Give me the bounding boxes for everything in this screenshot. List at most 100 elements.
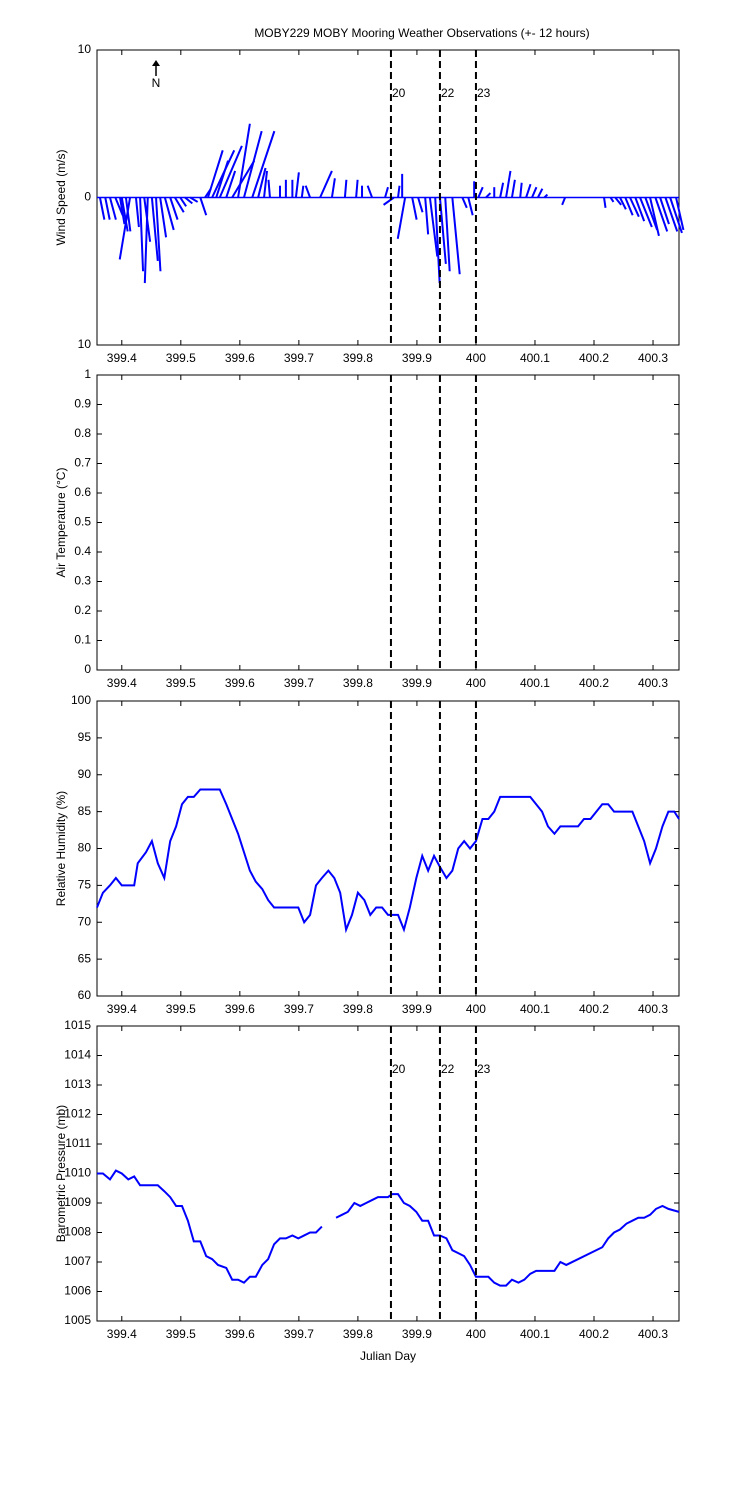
x-tick-label: 399.7	[284, 1002, 314, 1016]
y-tick-label: 1010	[64, 1166, 91, 1180]
y-tick-label: 0.8	[74, 426, 91, 440]
y-tick-label: 75	[78, 878, 92, 892]
wind-stick	[614, 196, 622, 206]
x-tick-label: 399.9	[402, 676, 432, 690]
x-tick-label: 400.3	[638, 1327, 668, 1341]
plot-frame	[96, 1025, 680, 1322]
wind-stick	[543, 193, 549, 199]
x-tick-label: 399.4	[107, 1002, 137, 1016]
x-tick-label: 400.2	[579, 1327, 609, 1341]
x-tick-label: 399.8	[343, 1002, 373, 1016]
wind-stick	[644, 197, 659, 231]
wind-stick	[304, 185, 312, 198]
x-tick-label: 400.3	[638, 351, 668, 365]
wind-stick	[396, 197, 407, 239]
wind-stick	[120, 197, 129, 232]
x-tick-label: 399.5	[166, 1002, 196, 1016]
y-tick-label: 1015	[64, 1018, 91, 1032]
x-tick-label: 399.8	[343, 351, 373, 365]
y-tick-label: 1006	[64, 1284, 91, 1298]
y-tick-label: 0	[84, 190, 91, 204]
y-tick-label: 0.6	[74, 485, 91, 499]
wind-stick	[174, 196, 185, 213]
wind-stick	[155, 197, 162, 272]
wind-stick	[163, 197, 175, 231]
y-tick-label: 1014	[64, 1048, 91, 1062]
wind-stick	[659, 197, 670, 225]
wind-stick	[215, 160, 229, 198]
y-tick-label: 70	[78, 914, 92, 928]
wind-stick	[179, 196, 187, 207]
wind-stick	[531, 186, 538, 198]
north-label: N	[152, 76, 161, 90]
x-tick-label: 400.1	[520, 351, 550, 365]
x-tick-label: 399.5	[166, 676, 196, 690]
wind-stick	[451, 197, 461, 275]
x-tick-label: 399.5	[166, 1327, 196, 1341]
y-tick-label: 0.3	[74, 574, 91, 588]
wind-stick	[619, 197, 627, 210]
wind-stick	[237, 123, 251, 198]
wind-stick	[263, 170, 268, 198]
wind-stick	[434, 197, 441, 284]
x-tick-label: 399.4	[107, 351, 137, 365]
wind-stick	[159, 197, 168, 238]
x-tick-label: 399.7	[284, 676, 314, 690]
x-tick-label: 400.2	[579, 1002, 609, 1016]
y-tick-label: 0.4	[74, 544, 91, 558]
wind-stick	[267, 179, 271, 198]
y-axis-label: Air Temperature (°C)	[54, 468, 68, 578]
wind-stick	[243, 130, 263, 198]
wind-stick	[467, 197, 474, 216]
wind-stick	[603, 197, 607, 208]
x-tick-label: 399.6	[225, 351, 255, 365]
wind-stick	[609, 196, 615, 203]
y-tick-label: 1012	[64, 1107, 91, 1121]
wind-stick	[225, 170, 237, 198]
x-tick-label: 400.1	[520, 1327, 550, 1341]
y-tick-label: 0.9	[74, 397, 91, 411]
y-tick-label: 0.1	[74, 633, 91, 647]
wind-stick	[519, 182, 523, 198]
wind-stick	[257, 167, 267, 198]
wind-stick	[119, 197, 126, 225]
wind-stick	[629, 197, 640, 218]
wind-stick	[319, 170, 333, 198]
wind-stick	[624, 197, 634, 216]
x-tick-label: 399.6	[225, 1327, 255, 1341]
event-label: 22	[441, 86, 455, 100]
wind-stick	[525, 183, 532, 198]
wind-stick	[461, 197, 468, 209]
wind-stick	[118, 197, 132, 260]
wind-stick	[428, 197, 439, 257]
event-label: 22	[441, 1062, 455, 1076]
wind-stick	[505, 170, 512, 198]
x-tick-label: 399.9	[402, 1002, 432, 1016]
y-tick-label: 0.5	[74, 515, 91, 529]
y-tick-label: 100	[71, 693, 91, 707]
y-tick-label: 0	[84, 662, 91, 676]
wind-stick	[139, 197, 145, 272]
x-tick-label: 399.4	[107, 1327, 137, 1341]
x-tick-label: 400	[466, 1327, 486, 1341]
y-tick-label: 1007	[64, 1254, 91, 1268]
wind-stick	[294, 172, 300, 198]
north-arrow-head	[152, 60, 160, 66]
y-tick-label: 80	[78, 841, 92, 855]
plot-frame	[96, 700, 680, 997]
x-tick-label: 400	[466, 676, 486, 690]
wind-stick	[561, 197, 567, 206]
x-tick-label: 399.8	[343, 1327, 373, 1341]
data-line	[97, 1169, 680, 1287]
x-tick-label: 400.2	[579, 676, 609, 690]
event-label: 23	[477, 86, 491, 100]
y-tick-label: 1009	[64, 1195, 91, 1209]
x-tick-label: 399.8	[343, 676, 373, 690]
event-label: 23	[477, 1062, 491, 1076]
x-tick-label: 399.4	[107, 676, 137, 690]
y-axis-label: Relative Humidity (%)	[54, 791, 68, 906]
wind-stick	[218, 145, 243, 198]
wind-stick	[384, 186, 389, 198]
y-tick-label: 1005	[64, 1313, 91, 1327]
